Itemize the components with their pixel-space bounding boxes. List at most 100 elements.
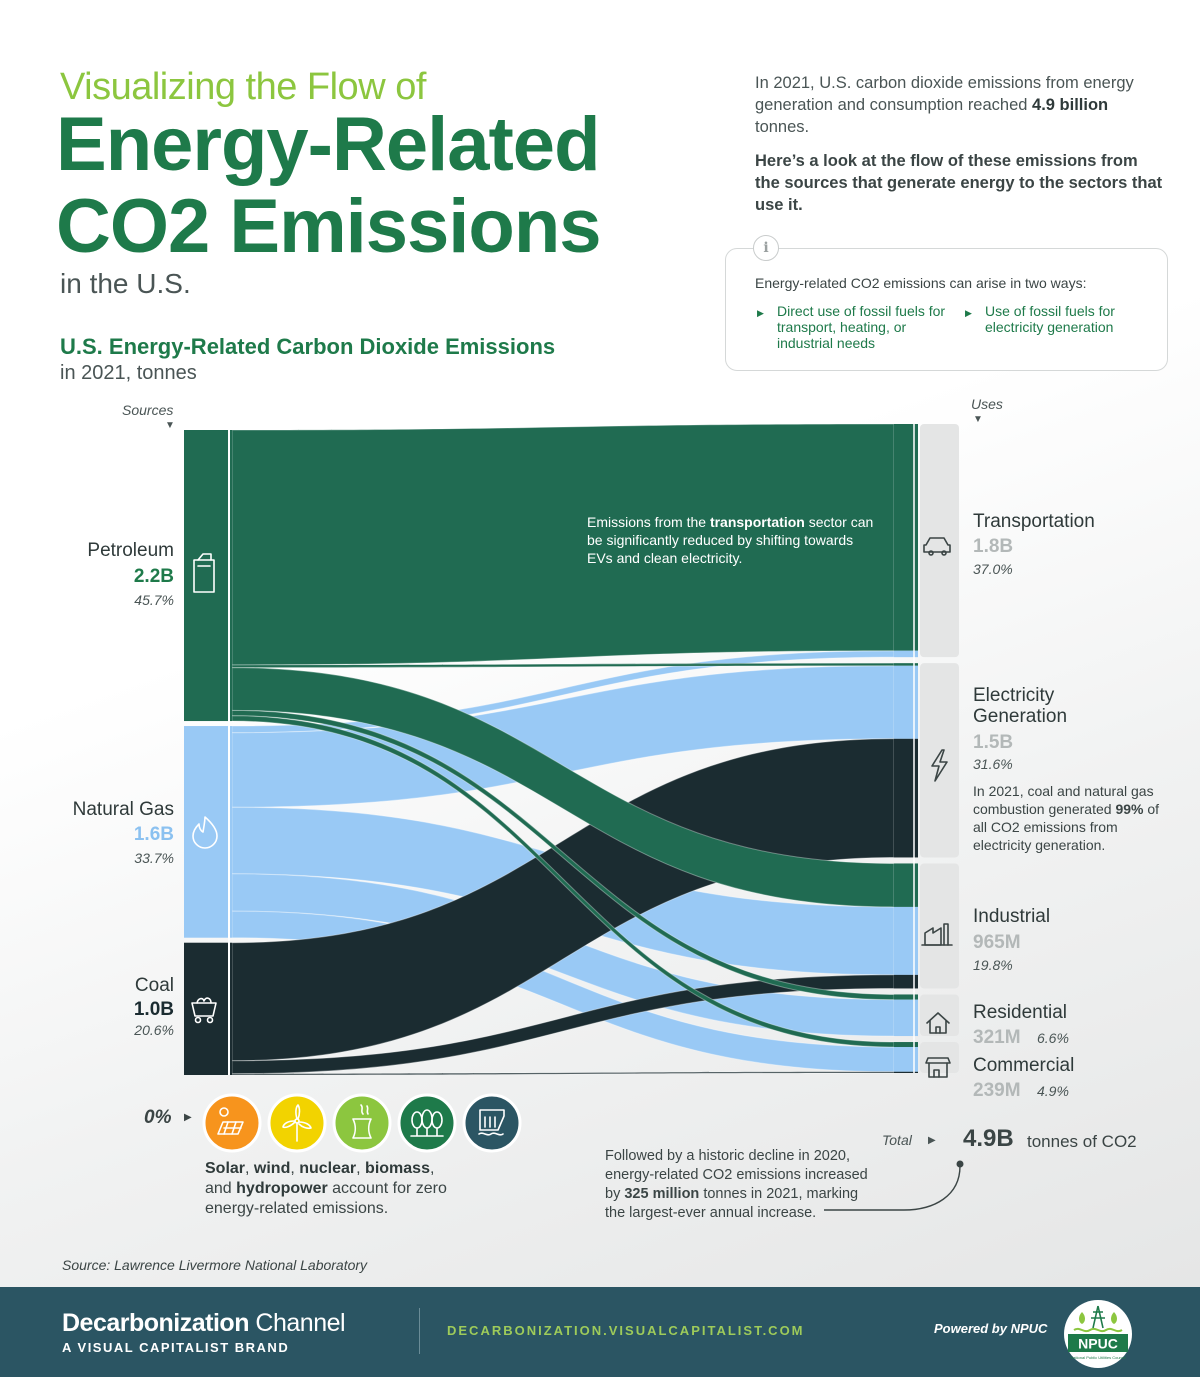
source-name-natural-gas: Natural Gas <box>72 799 174 820</box>
use-segment-petroleum-residential <box>894 994 918 1000</box>
use-segment-natural-gas-transportation <box>894 650 918 658</box>
use-bars <box>894 424 959 1073</box>
zero-note-sep: , <box>290 1160 300 1177</box>
transportation-note-text-end: sector can be significantly reduced by s… <box>587 514 874 566</box>
total-connector <box>824 1160 964 1211</box>
main-title-line-2: CO2 Emissions <box>56 184 602 269</box>
chart-subtitle: in 2021, tonnes <box>60 362 197 384</box>
storefront-icon <box>925 1057 951 1078</box>
source-share-natural-gas: 33.7% <box>134 850 174 866</box>
intro-emphasis: Here’s a look at the flow of these emiss… <box>755 152 1163 214</box>
use-name-residential: Residential <box>973 1002 1067 1023</box>
mine-cart-icon <box>191 997 217 1024</box>
trees-icon <box>397 1093 457 1153</box>
info-way-electricity: Use of fossil fuels for electricity gene… <box>965 303 1155 335</box>
zero-note-nuclear: nuclear <box>299 1160 357 1177</box>
source-name-petroleum: Petroleum <box>87 540 174 561</box>
use-share-transportation: 37.0% <box>973 561 1013 577</box>
source-value-petroleum: 2.2B <box>133 566 174 587</box>
use-value-industrial: 965M <box>973 932 1021 953</box>
fuel-can-icon <box>193 553 215 593</box>
npuc-logo-subtext: National Public Utilities Council <box>1070 1355 1125 1360</box>
source-share-petroleum: 45.7% <box>134 592 174 608</box>
zero-note-sep: , <box>356 1160 366 1177</box>
sankey-flows <box>231 423 895 1076</box>
powered-by: Powered by NPUC <box>934 1321 1048 1336</box>
use-node-electricity-generation <box>920 663 959 858</box>
use-value-electricity-generation: 1.5B <box>973 732 1014 753</box>
flow-coal-to-commercial <box>231 1071 895 1076</box>
use-share-electricity-generation: 31.6% <box>973 756 1013 772</box>
zero-note-tail: account for zero energy-related emission… <box>205 1180 447 1217</box>
zero-note-hydropower: hydropower <box>236 1180 328 1197</box>
use-name-transportation: Transportation <box>973 511 1095 532</box>
use-value-commercial: 239M <box>973 1080 1021 1101</box>
footer-url-link[interactable]: DECARBONIZATION.VISUALCAPITALIST.COM <box>447 1323 805 1338</box>
total-value: 4.9B <box>963 1125 1014 1152</box>
electricity-note-highlight: 99% <box>1115 801 1144 817</box>
use-segment-petroleum-electricity-generation <box>894 663 918 666</box>
use-value-transportation: 1.8B <box>973 536 1014 557</box>
zero-percent-label: 0% <box>144 1107 172 1128</box>
zero-note-sep: , <box>245 1160 254 1177</box>
use-value-residential: 321M <box>973 1027 1021 1048</box>
footer-bar <box>0 1287 1200 1377</box>
total-label: Total <box>882 1132 912 1148</box>
source-citation: Source: Lawrence Livermore National Labo… <box>62 1257 368 1273</box>
source-value-coal: 1.0B <box>133 999 174 1020</box>
zero-note-solar: Solar <box>205 1160 246 1177</box>
source-value-natural-gas: 1.6B <box>133 824 174 845</box>
zero-emissions-note: Solar, wind, nuclear, biomass, and hydro… <box>205 1159 465 1219</box>
main-title-line-1: Energy-Related <box>56 102 600 187</box>
annual-increase-note: Followed by a historic decline in 2020, … <box>605 1147 875 1223</box>
flow-petroleum-to-transportation <box>231 423 895 666</box>
electricity-note-text-end: of all CO2 emissions from electricity ge… <box>973 801 1160 853</box>
npuc-logo-text: NPUC <box>1078 1336 1118 1352</box>
use-name-electricity-generation: Electricity Generation <box>973 685 1067 727</box>
sources-arrow-icon: ▼ <box>165 420 175 431</box>
chart-title: U.S. Energy-Related Carbon Dioxide Emiss… <box>60 334 556 359</box>
use-node-transportation <box>920 424 959 658</box>
use-share-residential: 6.6% <box>1037 1030 1069 1046</box>
dam-icon <box>462 1093 522 1153</box>
decline-note-text: Followed by a historic decline in 2020, … <box>605 1148 868 1202</box>
use-name-electricity-line-1: Electricity <box>973 685 1055 706</box>
brand-name[interactable]: Decarbonization Channel <box>62 1309 346 1338</box>
intro-highlight: 4.9 billion <box>1032 96 1109 114</box>
zero-note-biomass: biomass <box>365 1160 430 1177</box>
source-share-coal: 20.6% <box>134 1022 174 1038</box>
decline-note-highlight: 325 million <box>624 1186 700 1202</box>
use-share-commercial: 4.9% <box>1037 1083 1069 1099</box>
zero-emission-icons <box>202 1093 522 1153</box>
footer-divider <box>419 1308 420 1354</box>
title-suffix: in the U.S. <box>60 268 191 299</box>
node-icons <box>191 537 953 1078</box>
npuc-logo[interactable]: NPUC National Public Utilities Council <box>1062 1298 1134 1370</box>
title-prefix: Visualizing the Flow of <box>60 66 426 108</box>
source-name-coal: Coal <box>134 975 174 996</box>
lightning-icon <box>931 749 948 782</box>
transportation-note-highlight: transportation <box>709 514 805 530</box>
brand-tagline: A VISUAL CAPITALIST BRAND <box>62 1340 290 1355</box>
use-segment-coal-industrial <box>894 974 918 989</box>
uses-arrow-icon: ▼ <box>973 414 983 425</box>
intro-paragraph: In 2021, U.S. carbon dioxide emissions f… <box>755 72 1165 138</box>
zero-note-wind: wind <box>253 1160 291 1177</box>
use-name-industrial: Industrial <box>973 906 1051 927</box>
factory-icon <box>921 923 953 946</box>
info-way-direct: Direct use of fossil fuels for transport… <box>757 303 947 351</box>
use-share-industrial: 19.8% <box>973 957 1013 973</box>
use-segment-coal-commercial <box>894 1071 918 1073</box>
intro-text: In 2021, U.S. carbon dioxide emissions f… <box>755 74 1134 114</box>
transportation-note-text: Emissions from the <box>587 514 710 530</box>
solar-panel-icon <box>202 1093 262 1153</box>
source-node-petroleum <box>184 430 232 722</box>
main-title: Energy-Related CO2 Emissions <box>56 102 602 269</box>
electricity-note: In 2021, coal and natural gas combustion… <box>973 782 1163 854</box>
house-icon <box>926 1012 950 1034</box>
car-icon <box>923 537 951 556</box>
use-segment-petroleum-commercial <box>894 1042 918 1047</box>
zero-arrow-icon: ▶ <box>184 1112 192 1123</box>
flow-natural-gas-to-electricity-generation <box>231 665 895 808</box>
